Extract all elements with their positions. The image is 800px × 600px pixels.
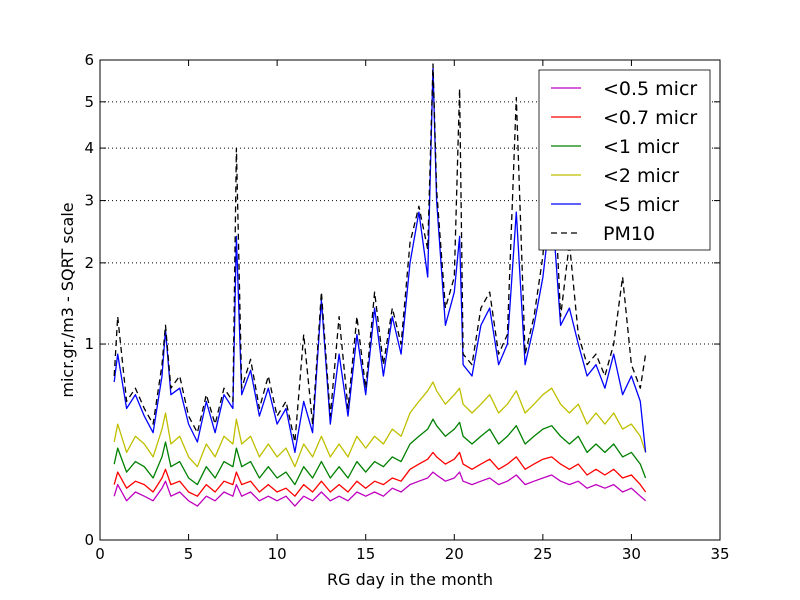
x-axis-label: RG day in the month xyxy=(327,570,493,589)
legend: <0.5 micr <0.7 micr <1 micr <2 micr <5 micr P… xyxy=(538,69,711,251)
legend-label: <0.7 micr xyxy=(603,107,697,129)
y-tick-label: 4 xyxy=(84,139,94,157)
y-tick-label: 2 xyxy=(84,254,94,272)
y-axis-label: micr.gr./m3 - SQRT scale xyxy=(58,202,77,397)
y-tick-label: 0 xyxy=(84,531,94,549)
legend-label: <5 micr xyxy=(603,194,679,216)
y-tick-label: 3 xyxy=(84,192,94,210)
series-line-0-5-micr xyxy=(113,471,647,507)
x-tick-label: 35 xyxy=(710,545,729,563)
plot-frame xyxy=(99,59,721,541)
legend-label: <1 micr xyxy=(603,136,679,158)
tick-layer: 0 1 2 3 4 5 6 0 5 10 15 20 25 30 35 xyxy=(84,51,729,563)
x-tick-label: 0 xyxy=(95,545,105,563)
x-tick-label: 10 xyxy=(268,545,287,563)
x-tick-label: 15 xyxy=(356,545,375,563)
x-tick-label: 5 xyxy=(184,545,194,563)
legend-label: PM10 xyxy=(603,223,655,245)
legend-label: <2 micr xyxy=(603,165,679,187)
series-line-2-micr xyxy=(113,381,647,468)
legend-box xyxy=(538,69,711,251)
y-tick-label: 1 xyxy=(84,335,94,353)
x-tick-label: 20 xyxy=(445,545,464,563)
y-tick-label: 6 xyxy=(84,51,94,69)
x-tick-label: 30 xyxy=(622,545,641,563)
x-tick-label: 25 xyxy=(533,545,552,563)
series-line-1-micr xyxy=(113,418,647,486)
legend-label: <0.5 micr xyxy=(603,78,697,100)
series-line-0-7-micr xyxy=(113,451,647,497)
y-tick-label: 5 xyxy=(84,93,94,111)
